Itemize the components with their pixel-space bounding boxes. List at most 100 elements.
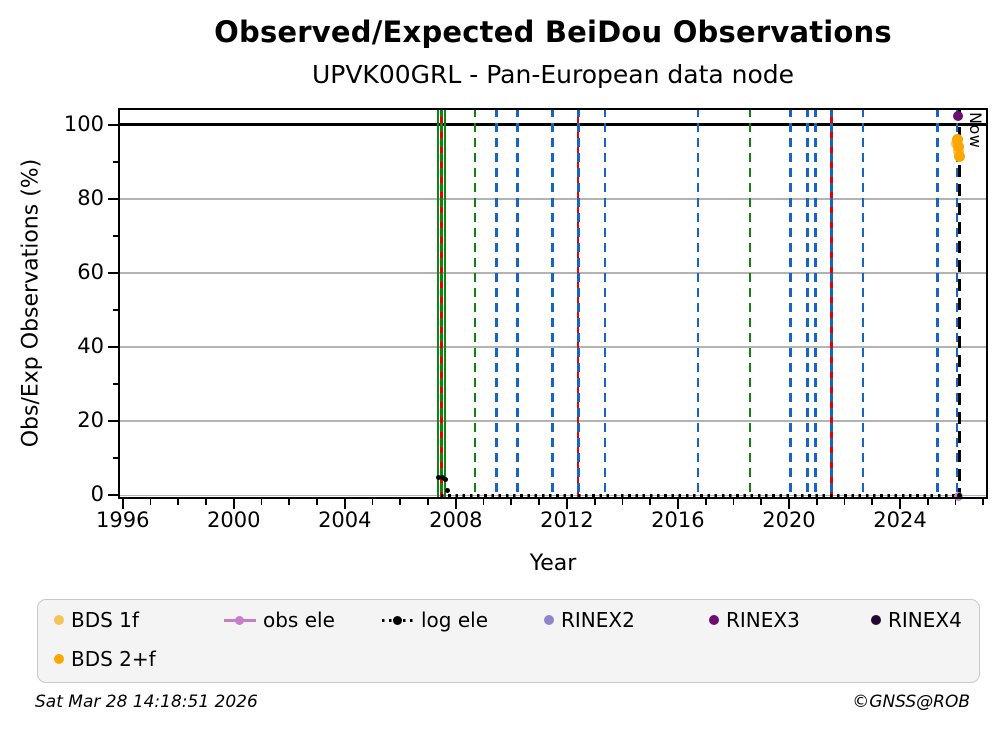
x-tick-label: 2024 <box>873 508 927 532</box>
event-line <box>436 108 440 499</box>
legend-label: log ele <box>421 608 489 632</box>
event-line <box>551 108 555 499</box>
x-major-tick <box>899 499 901 509</box>
y-tick-label: 40 <box>77 334 104 359</box>
x-tick-label: 2020 <box>762 508 816 532</box>
x-minor-tick <box>593 499 596 505</box>
event-line <box>577 108 580 499</box>
x-major-tick <box>232 499 235 509</box>
footer-timestamp: Sat Mar 28 14:18:51 2026 <box>35 692 258 712</box>
legend-marker-line-dot <box>224 615 256 625</box>
legend-item: log ele <box>382 603 488 637</box>
x-minor-tick <box>427 499 429 505</box>
legend-label: RINEX2 <box>561 608 635 632</box>
y-tick-label: 0 <box>90 482 104 507</box>
x-minor-tick <box>621 499 624 505</box>
event-line <box>814 108 817 499</box>
y-major-tick <box>108 271 118 274</box>
y-minor-tick <box>112 457 118 460</box>
y-minor-tick <box>112 160 118 163</box>
x-minor-tick <box>205 499 207 505</box>
x-minor-tick <box>316 499 318 505</box>
x-minor-tick <box>288 499 291 505</box>
x-minor-tick <box>704 499 707 505</box>
x-minor-tick <box>260 499 263 505</box>
legend-label: BDS 2+f <box>71 647 156 671</box>
x-tick-label: 2016 <box>651 508 705 532</box>
x-axis-label: Year <box>529 551 577 576</box>
event-line <box>495 108 498 499</box>
event-line <box>443 108 447 499</box>
legend-marker-dotted-line-dot <box>382 615 414 625</box>
x-tick-label: 2012 <box>540 508 594 532</box>
chart-title: Observed/Expected BeiDou Observations <box>214 15 892 49</box>
legend-item: obs ele <box>224 603 335 637</box>
data-point-bds-2-f <box>952 141 964 153</box>
y-minor-tick <box>112 383 118 385</box>
x-major-tick <box>343 499 346 509</box>
x-minor-tick <box>149 499 152 505</box>
x-major-tick <box>454 499 457 509</box>
legend-marker-dot <box>54 654 64 664</box>
legend-marker-dot <box>871 615 881 625</box>
x-major-tick <box>121 499 124 509</box>
chart-subtitle: UPVK00GRL - Pan-European data node <box>311 60 795 89</box>
data-point-log-ele <box>956 492 962 498</box>
legend-marker-dot <box>544 615 554 625</box>
x-minor-tick <box>538 499 541 505</box>
legend-label: RINEX4 <box>888 608 962 632</box>
data-point-bds-2-f <box>953 151 965 163</box>
legend-item: RINEX3 <box>709 603 800 637</box>
x-minor-tick <box>926 499 929 505</box>
legend-label: obs ele <box>263 608 335 632</box>
x-tick-label: 1996 <box>95 508 150 532</box>
x-minor-tick <box>510 499 513 505</box>
x-minor-tick <box>843 499 846 505</box>
y-tick-label: 60 <box>77 259 104 284</box>
y-major-tick <box>108 197 118 200</box>
log-ele-baseline <box>440 493 960 497</box>
x-minor-tick <box>482 499 485 505</box>
x-minor-tick <box>982 499 985 505</box>
x-minor-tick <box>954 499 957 505</box>
y-tick-label: 80 <box>77 185 104 210</box>
x-major-tick <box>676 499 679 509</box>
x-minor-tick <box>760 499 763 505</box>
y-major-tick <box>108 494 118 497</box>
legend-label: RINEX3 <box>726 608 800 632</box>
x-minor-tick <box>649 499 652 505</box>
y-axis-label: Obs/Exp Observations (%) <box>18 158 44 448</box>
event-line <box>516 108 520 499</box>
plot-area <box>118 108 988 501</box>
legend-marker-center-dot <box>393 615 402 625</box>
now-line-label: Now <box>966 112 985 149</box>
legend-item: RINEX4 <box>871 603 962 637</box>
event-line <box>955 108 959 499</box>
event-line <box>440 108 443 499</box>
event-line <box>805 108 809 499</box>
x-tick-label: 2004 <box>318 508 372 532</box>
event-line <box>789 108 792 499</box>
y-minor-tick <box>112 234 118 237</box>
x-tick-label: 2000 <box>207 508 261 532</box>
data-point-log-ele <box>440 475 445 481</box>
legend: BDS 1f obs ele log ele RINEX2 RINEX3 RINEX4 BD… <box>37 599 980 683</box>
y-tick-label: 100 <box>63 111 104 136</box>
x-minor-tick <box>177 499 180 505</box>
data-point-bds-2-f <box>951 134 963 146</box>
now-line <box>958 108 962 499</box>
legend-label: BDS 1f <box>71 608 139 632</box>
y-major-tick <box>108 346 118 349</box>
data-point-log-ele <box>436 475 442 481</box>
data-point-log-ele <box>443 477 449 483</box>
data-point-rinex3 <box>952 111 963 122</box>
event-line <box>830 108 833 499</box>
x-tick-label: 2008 <box>429 508 483 532</box>
x-minor-tick <box>732 499 735 505</box>
x-minor-tick <box>815 499 818 505</box>
event-line <box>936 108 939 499</box>
x-minor-tick <box>399 499 402 505</box>
event-line <box>696 108 700 499</box>
y-minor-tick <box>112 309 118 311</box>
event-line <box>861 108 865 499</box>
